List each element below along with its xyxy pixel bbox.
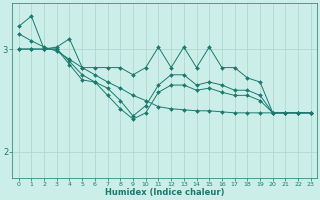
X-axis label: Humidex (Indice chaleur): Humidex (Indice chaleur) — [105, 188, 225, 197]
